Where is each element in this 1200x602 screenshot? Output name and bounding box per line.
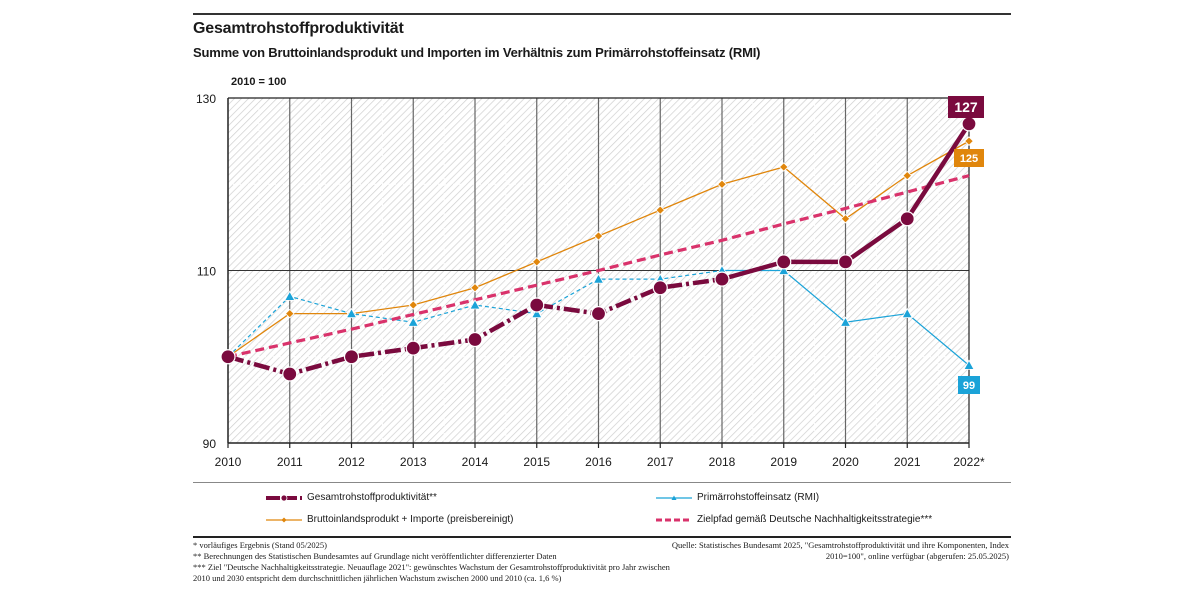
marker-gesamt — [652, 280, 668, 296]
y-axis-unit-label: 2010 = 100 — [231, 76, 287, 88]
marker-bip — [717, 179, 727, 190]
x-tick-label: 2020 — [832, 455, 859, 469]
marker-bip — [470, 282, 480, 293]
y-tick-label: 130 — [196, 92, 216, 106]
marker-gesamt — [467, 331, 483, 348]
legend-swatch-gesamt — [266, 494, 302, 501]
marker-gesamt — [714, 271, 730, 287]
marker-bip — [778, 162, 789, 172]
marker-gesamt — [220, 349, 236, 365]
marker-gesamt — [837, 254, 854, 270]
x-tick-label: 2018 — [709, 455, 736, 469]
marker-bip — [284, 308, 295, 319]
x-tick-label: 2019 — [770, 455, 797, 469]
marker-bip — [840, 213, 851, 224]
marker-bip — [902, 170, 913, 181]
legend-swatch-zielpfad — [656, 518, 692, 521]
end-label-rmi-box — [958, 376, 980, 394]
marker-gesamt — [899, 211, 915, 227]
legend-item-gesamt: Gesamtrohstoffproduktivität** — [265, 492, 437, 503]
x-tick-label: 2011 — [277, 455, 303, 469]
marker-bip — [964, 136, 974, 146]
series-line-zielpfad — [227, 174, 970, 359]
footnotes: * vorläufiges Ergebnis (Stand 05/2025) *… — [193, 540, 673, 584]
x-tick-label: 2013 — [400, 455, 427, 469]
y-tick-label: 90 — [203, 437, 217, 451]
legend-label: Gesamtrohstoffproduktivität** — [307, 492, 437, 503]
marker-rmi — [407, 316, 419, 327]
x-tick-label: 2022* — [953, 455, 985, 469]
footnote: ** Berechnungen des Statistischen Bundes… — [193, 551, 557, 561]
legend-label: Primärrohstoffeinsatz (RMI) — [697, 492, 820, 503]
end-label-bip-box — [954, 149, 984, 167]
legend-swatch-rmi — [656, 495, 692, 500]
marker-bip — [531, 257, 542, 267]
legend-label: Zielpfad gemäß Deutsche Nachhaltigkeitss… — [697, 514, 933, 525]
end-label-gesamt: 127 — [954, 99, 978, 115]
end-label-bip: 125 — [960, 153, 978, 165]
marker-bip — [408, 300, 419, 310]
marker-rmi — [284, 290, 296, 301]
end-label-gesamt-box — [948, 96, 984, 118]
marker-rmi — [963, 359, 975, 370]
marker-bip — [593, 231, 604, 241]
marker-gesamt — [529, 297, 545, 313]
marker-rmi — [592, 273, 605, 284]
end-label-rmi: 99 — [963, 380, 975, 392]
marker-rmi — [901, 307, 913, 319]
top-rule — [193, 13, 1011, 15]
marker-gesamt — [590, 306, 607, 322]
marker-rmi — [839, 316, 852, 327]
chart-subtitle: Summe von Bruttoinlandsprodukt und Impor… — [193, 45, 761, 60]
marker-gesamt — [961, 116, 977, 132]
marker-bip — [655, 205, 666, 215]
x-tick-label: 2017 — [647, 455, 674, 469]
source-note: Quelle: Statistisches Bundesamt 2025, "G… — [671, 540, 1009, 561]
footer-rule — [193, 536, 1011, 538]
legend-label: Bruttoinlandsprodukt + Importe (preisber… — [307, 514, 514, 525]
marker-gesamt — [343, 349, 360, 365]
line-chart: 2010 2011 2012 2013 2014 2015 2016 2017 2018 2019… — [196, 92, 985, 469]
marker-rmi — [531, 307, 543, 319]
x-tick-label: 2015 — [523, 455, 550, 469]
x-tick-label: 2012 — [338, 455, 365, 469]
footnote: * vorläufiges Ergebnis (Stand 05/2025) — [193, 540, 327, 550]
chart-title: Gesamtrohstoffproduktivität — [193, 20, 404, 37]
legend-swatch-bip — [266, 517, 302, 522]
footnote: *** Ziel "Deutsche Nachhaltigkeitsstrate… — [193, 562, 670, 583]
legend-item-rmi: Primärrohstoffeinsatz (RMI) — [655, 492, 819, 503]
marker-gesamt — [405, 340, 421, 356]
legend-item-bip: Bruttoinlandsprodukt + Importe (preisber… — [265, 514, 514, 525]
x-tick-label: 2014 — [462, 455, 489, 469]
x-tick-label: 2016 — [585, 455, 612, 469]
marker-gesamt — [776, 254, 792, 270]
legend-separator — [193, 482, 1011, 483]
x-tick-label: 2010 — [215, 455, 242, 469]
marker-rmi — [345, 307, 358, 319]
y-tick-label: 110 — [197, 265, 216, 279]
marker-rmi — [778, 264, 790, 275]
x-tick-label: 2021 — [894, 455, 921, 469]
marker-rmi — [469, 299, 481, 310]
legend-item-zielpfad: Zielpfad gemäß Deutsche Nachhaltigkeitss… — [655, 514, 932, 525]
marker-gesamt — [282, 366, 298, 382]
